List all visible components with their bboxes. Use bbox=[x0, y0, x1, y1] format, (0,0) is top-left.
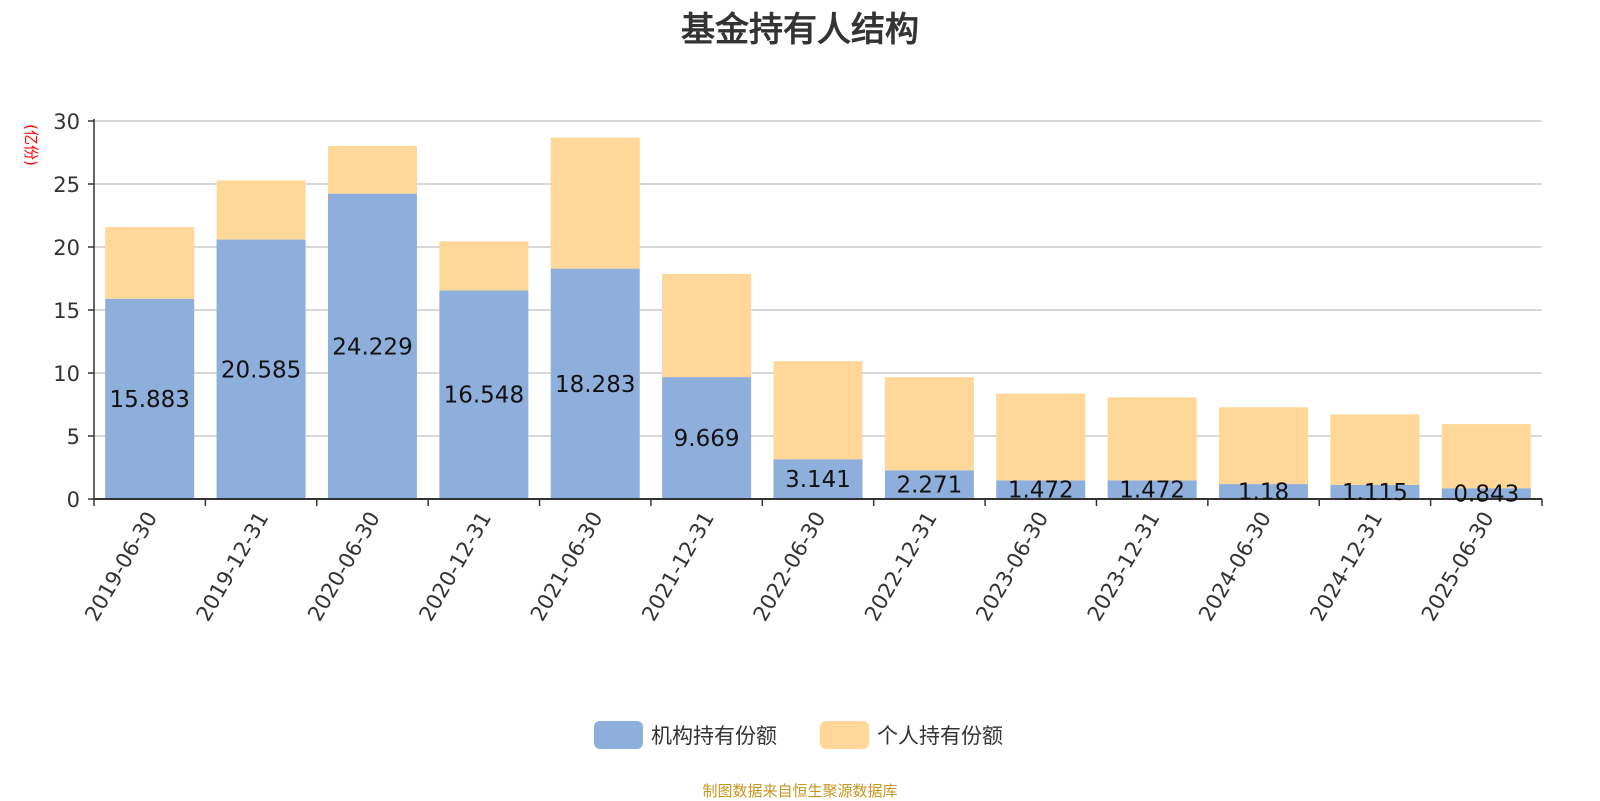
bar-individual bbox=[1219, 407, 1309, 485]
bar-individual bbox=[1330, 414, 1420, 485]
bar-individual bbox=[773, 361, 863, 460]
bar-individual bbox=[439, 241, 529, 291]
data-label-institutional: 2.271 bbox=[896, 473, 962, 499]
bar-individual bbox=[662, 273, 752, 378]
bar-institutional bbox=[439, 290, 529, 499]
bars bbox=[105, 137, 1531, 499]
data-label-institutional: 20.585 bbox=[221, 357, 301, 383]
data-label-institutional: 1.472 bbox=[1008, 478, 1074, 504]
bar-institutional bbox=[1441, 488, 1531, 499]
bar-institutional bbox=[1107, 480, 1197, 499]
legend-swatch-institutional bbox=[594, 721, 643, 749]
legend-institutional[interactable]: 机构持有份额 bbox=[594, 720, 777, 750]
y-axis-unit-label: (亿份) bbox=[22, 124, 40, 166]
data-label-institutional: 15.883 bbox=[109, 387, 189, 413]
y-tick-label: 30 bbox=[53, 110, 80, 134]
x-tick-label: 2019-12-31 bbox=[192, 508, 274, 626]
data-label-institutional: 18.283 bbox=[555, 372, 635, 398]
bar-institutional bbox=[105, 298, 195, 499]
data-label-institutional: 1.472 bbox=[1119, 478, 1185, 504]
bar-institutional bbox=[327, 193, 417, 499]
bar-institutional bbox=[662, 377, 752, 499]
y-tick-label: 20 bbox=[53, 236, 80, 260]
data-label-institutional: 3.141 bbox=[785, 467, 851, 493]
data-labels: 15.883 20.585 24.229 16.548 18.283 9.669 3.141… bbox=[109, 334, 1519, 507]
bar-institutional bbox=[216, 239, 306, 499]
y-tick-label: 15 bbox=[53, 299, 80, 323]
bar-institutional bbox=[1219, 484, 1309, 499]
bar-individual bbox=[884, 377, 974, 471]
legend-swatch-individual bbox=[820, 721, 869, 749]
data-label-institutional: 1.115 bbox=[1342, 480, 1408, 506]
y-tick-label: 25 bbox=[53, 173, 80, 197]
x-tick-label: 2020-12-31 bbox=[414, 508, 496, 626]
bar-individual bbox=[1107, 397, 1197, 481]
bar-individual bbox=[105, 227, 195, 299]
data-label-institutional: 1.18 bbox=[1238, 480, 1289, 506]
x-tick-label: 2019-06-30 bbox=[80, 508, 162, 626]
bar-individual bbox=[216, 180, 306, 240]
x-tick-label: 2023-12-31 bbox=[1083, 508, 1165, 626]
x-tick-label: 2021-12-31 bbox=[637, 508, 719, 626]
legend-label-individual: 个人持有份额 bbox=[877, 724, 1003, 748]
y-tick-label: 0 bbox=[67, 488, 80, 512]
x-tick-label: 2025-06-30 bbox=[1417, 508, 1499, 626]
x-tick-label: 2020-06-30 bbox=[303, 508, 385, 626]
bar-individual bbox=[550, 137, 640, 269]
bar-individual bbox=[996, 393, 1086, 481]
source-note: 制图数据来自恒生聚源数据库 bbox=[702, 782, 898, 800]
x-tick-label: 2024-12-31 bbox=[1305, 508, 1387, 626]
x-tick-label: 2022-12-31 bbox=[860, 508, 942, 626]
bar-institutional bbox=[1330, 484, 1420, 499]
x-tick-label: 2022-06-30 bbox=[749, 508, 831, 626]
data-label-institutional: 24.229 bbox=[332, 334, 412, 360]
x-tick-label: 2021-06-30 bbox=[526, 508, 608, 626]
y-tick-label: 10 bbox=[53, 362, 80, 386]
data-label-institutional: 16.548 bbox=[444, 383, 524, 409]
bar-individual bbox=[1441, 424, 1531, 489]
y-tick-label: 5 bbox=[67, 425, 80, 449]
bar-institutional bbox=[996, 480, 1086, 499]
x-tick-label: 2023-06-30 bbox=[971, 508, 1053, 626]
bar-institutional bbox=[773, 459, 863, 499]
chart-title: 基金持有人结构 bbox=[681, 10, 919, 50]
bar-individual bbox=[327, 145, 417, 194]
bar-institutional bbox=[884, 470, 974, 499]
legend-individual[interactable]: 个人持有份额 bbox=[820, 720, 1003, 750]
legend-label-institutional: 机构持有份额 bbox=[651, 724, 777, 748]
data-label-institutional: 0.843 bbox=[1453, 482, 1519, 508]
x-tick-label: 2024-06-30 bbox=[1194, 508, 1276, 626]
data-label-institutional: 9.669 bbox=[674, 426, 740, 452]
bar-institutional bbox=[550, 268, 640, 499]
